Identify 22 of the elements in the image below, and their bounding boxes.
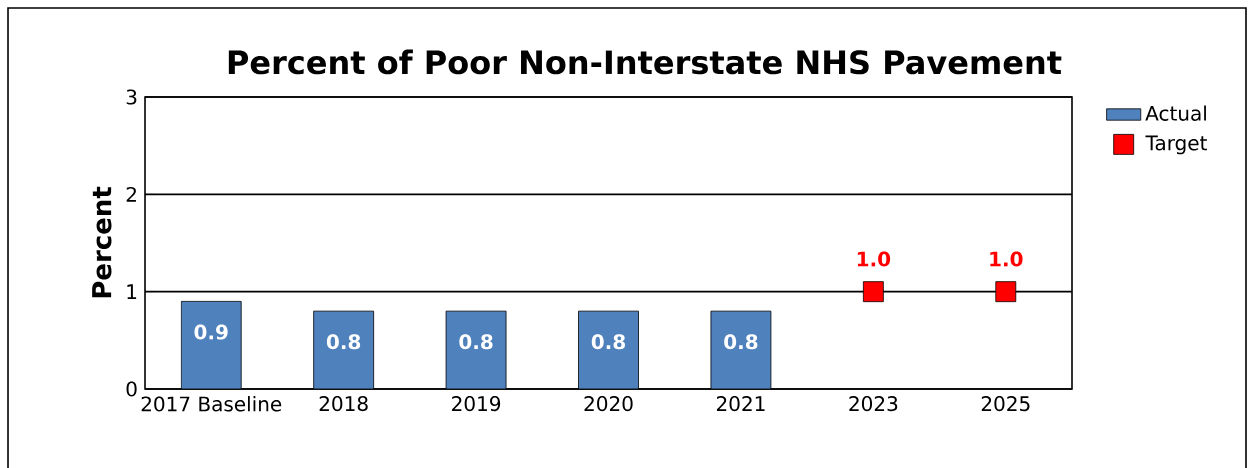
x-tick-label: 2023 <box>849 396 898 412</box>
data-label: 1.0 <box>990 251 1023 267</box>
chart-title: Percent of Poor Non-Interstate NHS Pavement <box>228 49 1062 75</box>
y-tick-label: 3 <box>126 89 137 105</box>
data-label: 0.8 <box>724 334 758 350</box>
data-label: 0.9 <box>194 324 228 340</box>
x-tick-label: 2021 <box>716 396 765 412</box>
y-tick-label: 0 <box>126 381 137 397</box>
x-tick-label: 2018 <box>319 396 368 412</box>
x-tick-label: 2019 <box>452 396 501 412</box>
data-label: 1.0 <box>857 251 891 267</box>
legend-label: Target <box>1145 135 1207 155</box>
x-tick-label: 2025 <box>981 396 1030 412</box>
y-tick-label: 2 <box>126 186 136 202</box>
data-label: 0.8 <box>591 334 625 350</box>
x-tick-label: 2020 <box>584 396 633 412</box>
data-label: 0.8 <box>459 334 493 350</box>
data-label: 0.8 <box>326 334 361 350</box>
x-tick-label: 2017 Baseline <box>141 396 282 412</box>
legend-label: Actual <box>1145 105 1206 121</box>
y-axis-title: Percent <box>92 186 112 298</box>
y-tick-label: 1 <box>127 284 137 299</box>
